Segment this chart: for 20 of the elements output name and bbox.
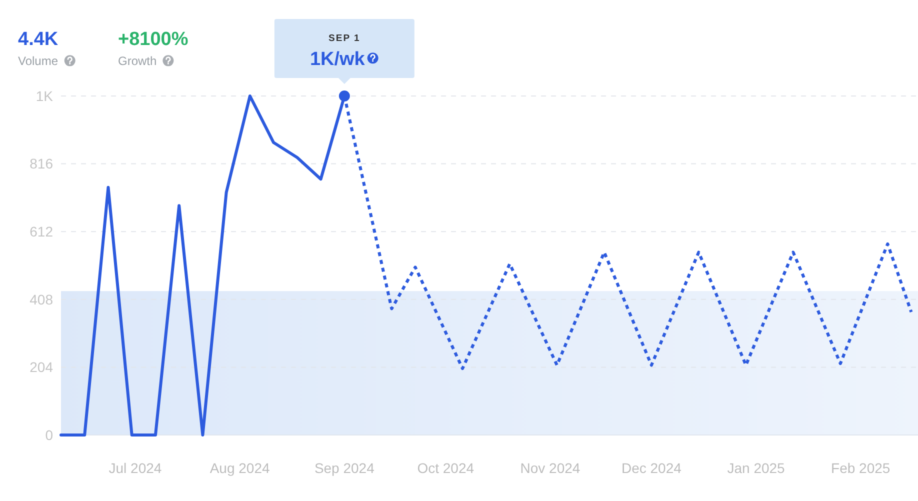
y-tick-label: 204 [30, 359, 54, 376]
x-tick-label: Sep 2024 [314, 460, 375, 476]
text: 4.4K [18, 29, 58, 50]
y-tick-label: 408 [30, 291, 54, 308]
x-tick-label: Aug 2024 [210, 460, 270, 476]
x-tick-label: Dec 2024 [621, 460, 682, 476]
x-tick-label: Feb 2025 [831, 460, 890, 476]
text: 1K/wk [310, 49, 366, 70]
x-tick-label: Nov 2024 [520, 460, 580, 476]
y-tick-label: 0 [45, 426, 54, 443]
text: SEP 1 [328, 33, 360, 44]
y-tick-label: 816 [30, 156, 54, 172]
text: Volume [18, 54, 58, 68]
x-tick-label: Oct 2024 [417, 460, 474, 476]
text: +8100% [118, 29, 188, 50]
text: Growth [118, 54, 157, 68]
y-tick-label: 612 [30, 224, 54, 240]
x-tick-label: Jul 2024 [108, 460, 162, 476]
x-tick-label: Jan 2025 [727, 460, 786, 476]
y-tick-label: 1K [36, 88, 54, 104]
